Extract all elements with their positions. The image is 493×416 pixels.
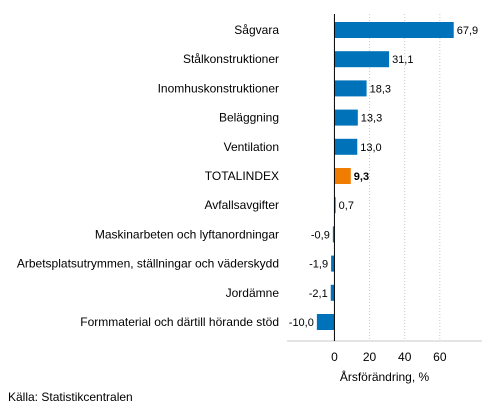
bar: [332, 226, 335, 243]
category-label: Maskinarbeten och lyftanordningar: [95, 227, 279, 241]
value-label: -0,9: [311, 229, 330, 241]
x-axis-ticks: 0 20 40 60: [331, 350, 447, 364]
bar: [334, 51, 390, 68]
x-tick-label: 40: [398, 350, 412, 364]
value-label: 18,3: [370, 83, 391, 95]
bar: [331, 255, 335, 272]
category-label: Beläggning: [219, 111, 279, 125]
category-label: Inomhuskonstruktioner: [158, 81, 279, 95]
x-tick-label: 20: [363, 350, 377, 364]
x-axis-title: Årsförändring, %: [340, 369, 430, 384]
bar: [316, 314, 335, 330]
category-label: Arbetsplatsutrymmen, ställningar och väd…: [17, 257, 279, 271]
value-label: 13,3: [361, 113, 382, 125]
bar: [334, 80, 367, 97]
value-label: 13,0: [360, 142, 381, 154]
category-label: Jordämne: [226, 286, 280, 300]
value-labels: 67,9 31,1 18,3 13,3 13,0 9,3 0,7 -0,9 -1,9 -2,1 -1…: [289, 25, 478, 329]
bars: [316, 14, 454, 341]
value-label: -2,1: [309, 288, 328, 300]
value-label: 67,9: [457, 25, 478, 37]
bar: [330, 284, 335, 301]
category-label: TOTALINDEX: [205, 169, 279, 183]
bar: [334, 168, 351, 184]
value-label: 31,1: [392, 54, 413, 66]
bar: [334, 138, 358, 155]
bar: [334, 109, 358, 126]
value-label: -10,0: [289, 317, 314, 329]
value-label: 0,7: [339, 200, 354, 212]
category-label: Stålkonstruktioner: [183, 52, 279, 66]
category-label: Avfallsavgifter: [205, 198, 279, 212]
category-label: Ventilation: [224, 140, 279, 154]
bar-chart: Sågvara Stålkonstruktioner Inomhuskonstruk…: [17, 14, 482, 384]
source-note: Källa: Statistikcentralen: [8, 390, 133, 404]
value-label: -1,9: [309, 259, 328, 271]
bar: [334, 197, 336, 214]
category-labels: Sågvara Stålkonstruktioner Inomhuskonstruk…: [17, 23, 279, 329]
category-label: Sågvara: [234, 23, 279, 37]
category-label: Formmaterial och därtill hörande stöd: [80, 315, 279, 329]
x-tick-label: 0: [331, 350, 338, 364]
bar: [334, 22, 454, 38]
gridlines: [287, 14, 482, 342]
value-label: 9,3: [354, 171, 369, 183]
x-tick-label: 60: [433, 350, 447, 364]
